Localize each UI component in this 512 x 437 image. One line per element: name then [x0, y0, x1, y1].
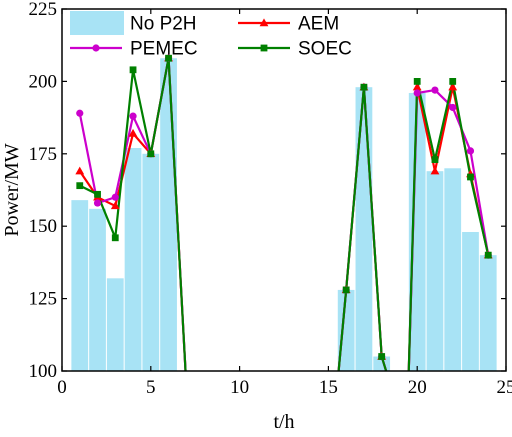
marker-soec-3 — [111, 234, 119, 242]
marker-soec-23 — [467, 173, 474, 181]
marker-soec-16 — [342, 286, 350, 294]
marker-pemec-1 — [76, 109, 84, 117]
bar-1 — [71, 200, 89, 371]
legend: No P2H AEM PEMEC SOEC — [70, 11, 352, 60]
bar-21 — [426, 171, 444, 371]
bar-2 — [89, 208, 106, 371]
bar-23 — [462, 231, 479, 371]
marker-soec-21 — [431, 156, 439, 163]
marker-pemec-20 — [413, 89, 421, 97]
marker-pemec-21 — [431, 86, 439, 94]
legend-swatch-no-p2h — [70, 11, 124, 35]
y-tick-label-175: 175 — [29, 144, 58, 165]
bar-24 — [479, 255, 497, 371]
y-tick-label-200: 200 — [29, 71, 58, 92]
y-tick-label-150: 150 — [29, 216, 58, 237]
marker-soec-24 — [484, 251, 492, 259]
marker-pemec-23 — [466, 147, 475, 155]
marker-aem-20 — [412, 82, 422, 91]
marker-soec-4 — [129, 66, 137, 74]
marker-aem-22 — [448, 82, 458, 91]
bar-20 — [408, 92, 426, 371]
x-tick-label-0: 0 — [57, 377, 67, 398]
marker-soec-1 — [76, 182, 84, 190]
marker-aem-3 — [110, 201, 120, 210]
marker-aem-21 — [430, 166, 440, 175]
axes-layer: 0 5 10 15 20 25 100 125 150 175 200 225 — [29, 0, 512, 398]
marker-pemec-4 — [129, 112, 137, 120]
series-line-soec-2 — [407, 80, 490, 371]
markers-layer — [75, 53, 493, 361]
y-tick-label-225: 225 — [29, 0, 58, 20]
legend-label-soec: SOEC — [298, 39, 352, 60]
y-axis-title: Power/MW — [1, 143, 23, 236]
marker-soec-18 — [378, 353, 386, 360]
marker-pemec-2 — [93, 199, 102, 207]
marker-soec-5 — [147, 150, 155, 158]
marker-soec-6 — [165, 54, 172, 62]
bar-3 — [106, 278, 124, 371]
marker-soec-22 — [449, 78, 457, 85]
x-tick-label-10: 10 — [230, 377, 249, 398]
marker-aem-1 — [75, 166, 85, 175]
bars-layer — [71, 58, 497, 371]
bar-22 — [444, 168, 462, 371]
marker-soec-17 — [360, 83, 368, 91]
legend-label-aem: AEM — [298, 14, 339, 35]
x-tick-label-15: 15 — [319, 377, 338, 398]
marker-pemec-22 — [449, 103, 457, 112]
x-tick-label-5: 5 — [146, 377, 156, 398]
legend-marker-pemec — [92, 44, 100, 52]
legend-marker-soec — [260, 44, 268, 52]
x-tick-label-25: 25 — [497, 377, 512, 398]
y-tick-label-100: 100 — [29, 361, 58, 382]
marker-soec-20 — [413, 78, 421, 85]
bar-16 — [337, 289, 355, 371]
marker-pemec-3 — [111, 193, 119, 201]
x-tick-label-20: 20 — [408, 377, 427, 398]
marker-soec-2 — [94, 190, 101, 198]
y-tick-label-125: 125 — [29, 289, 58, 310]
legend-marker-aem — [259, 18, 269, 27]
bar-4 — [124, 148, 142, 371]
bar-17 — [355, 87, 373, 371]
marker-aem-4 — [128, 128, 138, 137]
plot-frame — [61, 8, 507, 372]
bar-5 — [142, 153, 160, 371]
legend-label-no-p2h: No P2H — [130, 14, 197, 35]
legend-label-pemec: PEMEC — [130, 39, 198, 60]
x-axis-title: t/h — [273, 411, 294, 433]
bar-6 — [160, 58, 177, 371]
